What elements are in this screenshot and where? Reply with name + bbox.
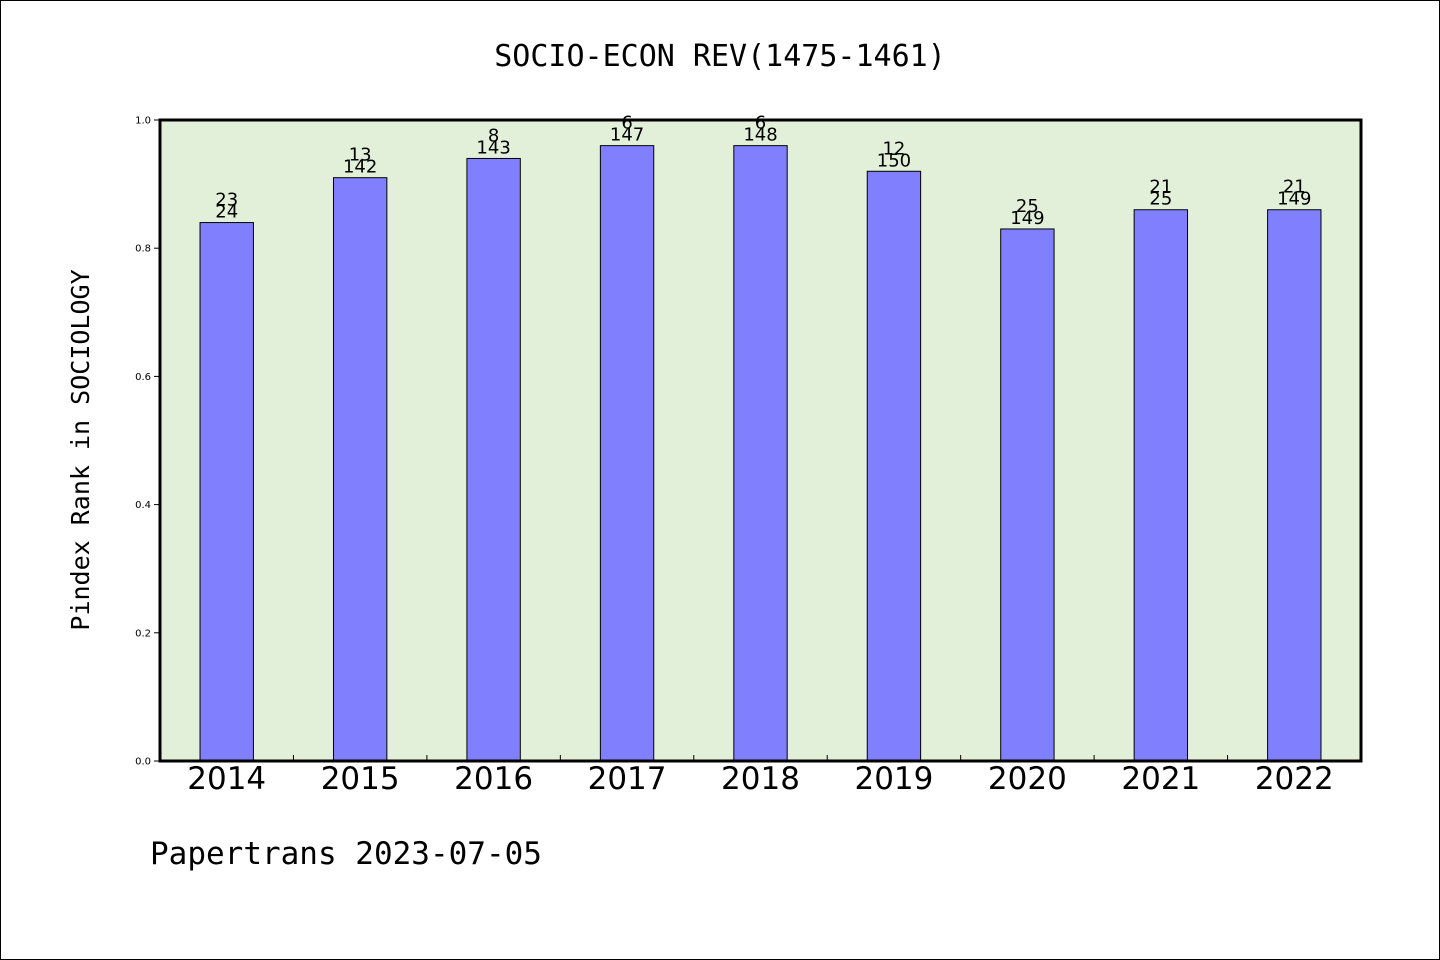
bar-2020 xyxy=(1000,228,1055,762)
bar-label-bottom: 25 xyxy=(1149,189,1172,210)
bar-label-top: 21 xyxy=(1149,177,1172,198)
bars-group xyxy=(199,145,1322,762)
footer-text: Papertrans 2023-07-05 xyxy=(150,836,542,872)
x-axis-labels: 2014 2015 2016 2017 2018 2019 2020 2021 2022 xyxy=(187,761,1333,797)
bar-label-bottom: 149 xyxy=(1010,208,1044,229)
x-tick-label: 2019 xyxy=(854,761,933,797)
x-tick-label: 2015 xyxy=(321,761,400,797)
bar-label-top: 6 xyxy=(621,113,632,134)
bar-2021 xyxy=(1133,209,1189,762)
chart-title: SOCIO-ECON REV(1475-1461) xyxy=(494,39,946,74)
bar-2022 xyxy=(1267,209,1322,762)
bar-2014 xyxy=(199,222,254,762)
y-tick-label: 0.6 xyxy=(135,372,151,383)
y-axis-ticks: 0.0 0.2 0.4 0.6 0.8 1.0 xyxy=(135,116,160,768)
bar-label-top: 8 xyxy=(488,125,499,146)
plot-border xyxy=(158,118,1363,763)
bar-label-top: 12 xyxy=(882,138,905,159)
bar-label-bottom: 143 xyxy=(476,137,510,158)
bar-2017 xyxy=(599,145,655,762)
bar-label-top: 25 xyxy=(1016,196,1039,217)
x-tick-label: 2018 xyxy=(721,761,800,797)
bar-label-top: 6 xyxy=(755,113,766,134)
bar-label-bottom: 142 xyxy=(343,157,377,178)
bar-label-bottom: 148 xyxy=(743,125,777,146)
bar-label-bottom: 150 xyxy=(877,150,911,171)
bar-label-bottom: 24 xyxy=(215,202,238,223)
y-tick-label: 0.0 xyxy=(135,757,151,768)
x-tick-label: 2022 xyxy=(1255,761,1334,797)
bar-2018 xyxy=(733,145,788,762)
x-tick-label: 2014 xyxy=(187,761,266,797)
bar-label-top: 21 xyxy=(1283,177,1306,198)
y-tick-label: 0.2 xyxy=(135,628,151,639)
x-tick-label: 2017 xyxy=(588,761,667,797)
bar-label-bottom: 149 xyxy=(1277,189,1311,210)
y-tick-label: 1.0 xyxy=(135,116,151,127)
x-tick-label: 2016 xyxy=(454,761,533,797)
bar-label-top: 23 xyxy=(215,190,238,211)
y-axis-label: Pindex Rank in SOCIOLOGY xyxy=(66,269,95,630)
bar-label-bottom: 147 xyxy=(610,125,644,146)
bar-2015 xyxy=(332,177,388,762)
y-tick-label: 0.8 xyxy=(135,244,151,255)
y-tick-label: 0.4 xyxy=(135,500,151,511)
bar-2019 xyxy=(866,170,922,762)
x-tick-label: 2020 xyxy=(988,761,1067,797)
bar-label-top: 13 xyxy=(349,145,372,166)
bar-2016 xyxy=(466,157,521,762)
x-tick-label: 2021 xyxy=(1121,761,1200,797)
